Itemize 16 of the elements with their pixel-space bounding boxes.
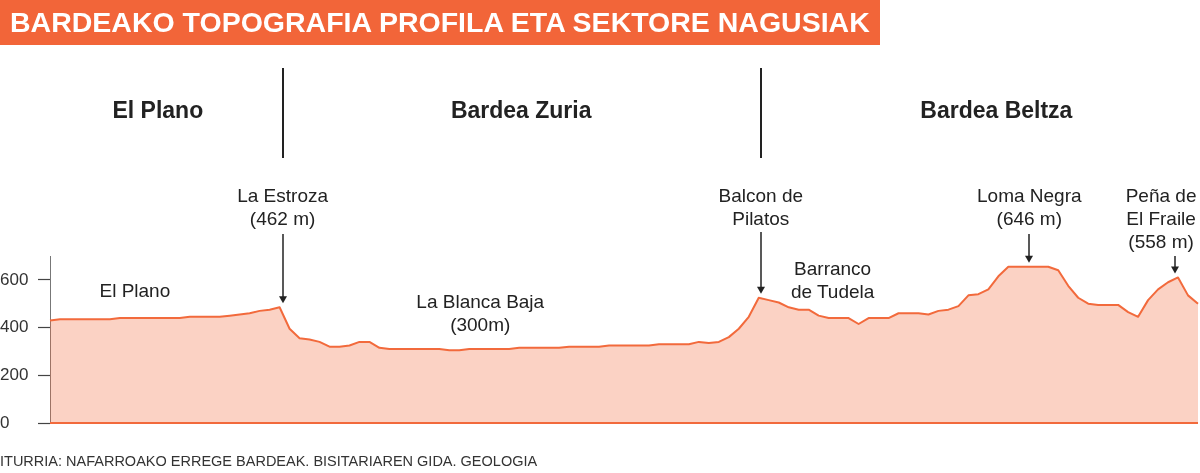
text: Peña de El Fraile (558 m) [1125,185,1197,253]
y-tick-label: 600 [0,269,29,289]
text: Balcon de Pilatos [718,185,804,230]
y-tick-label: 400 [0,317,29,337]
text: ITURRIA: NAFARROAKO ERREGE BARDEAK. BISITARIAREN GIDA. GEOLOGIA [0,453,538,469]
text: Bardea Beltza [920,97,1073,124]
y-tick-label: 0 [0,412,10,432]
text: Loma Negra (646 m) [977,185,1082,230]
annotation: La Blanca Baja (300m) [416,291,545,336]
chart-title: BARDEAKO TOPOGRAFIA PROFILA ETA SEKTORE NAGUSIAK [0,0,880,45]
text: La Estroza (462 m) [237,185,329,230]
text: Bardea Zuria [450,97,592,124]
annotation: Barranco de Tudela [790,258,875,303]
text: El Plano [112,97,204,124]
annotation: El Plano [99,280,171,302]
y-tick-label: 200 [0,364,29,384]
